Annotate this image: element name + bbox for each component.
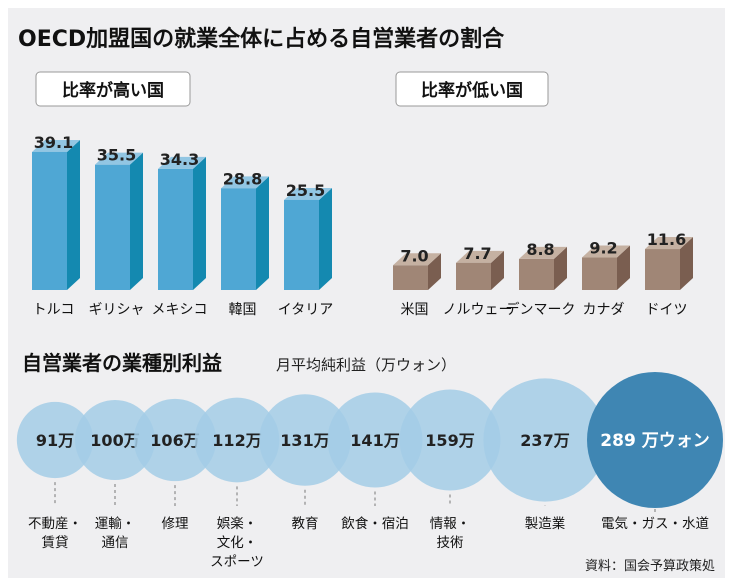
bar-side [67,139,80,290]
bubble-value-label: 106万 [150,431,199,450]
bar-side [130,152,143,290]
group-label: 比率が低い国 [421,80,523,101]
bar [221,188,256,290]
bubble-value-label: 112万 [212,431,261,450]
bar-side [617,245,630,290]
bar-top [284,187,332,200]
bar-side [319,187,332,290]
chart-title: OECD加盟国の就業全体に占める自営業者の割合 [18,26,505,52]
bubble [327,392,423,488]
bubble-category-label: スポーツ [210,554,264,570]
bubble-category-label: 通信 [102,535,129,551]
bubble [75,400,155,480]
group-label-box [35,71,191,107]
bar-side [428,253,441,290]
bar-value-label: 39.1 [34,133,73,152]
bar [95,164,130,290]
bar-category-label: カナダ [583,302,625,318]
bar [582,257,617,290]
bar [284,199,319,290]
bar-category-label: ノルウェー [443,302,513,318]
bar-top [519,246,567,259]
bar [32,151,67,290]
bar-value-label: 8.8 [526,240,554,259]
bar-top [32,139,80,152]
bubble-value-label: 141万 [350,431,399,450]
bubble-category-label: 文化・ [217,535,258,551]
bar-category-label: イタリア [278,302,333,318]
bar-value-label: 25.5 [286,181,325,200]
group-label: 比率が高い国 [62,80,164,101]
bubble-value-label: 100万 [90,431,139,450]
bubble-value-label: 159万 [425,431,474,450]
bubble-category-label: 技術 [437,535,464,551]
bar-top [158,156,206,169]
bubble [133,398,217,482]
bubble [16,401,94,479]
bar-top [393,253,441,266]
bubble-value-label: 289 万ウォン [600,431,709,451]
bubble [587,372,723,508]
bubble-category-label: 娯楽・ [217,516,258,532]
bubble-category-label: 修理 [162,516,189,532]
bar [456,262,491,290]
bubble-subtitle: 月平均純利益（万ウォン） [276,356,456,374]
bubble-category-label: 教育 [292,516,319,532]
bubble-category-label: 運輸・ [95,516,136,532]
bar-side [554,246,567,290]
bar [393,265,428,290]
bar-value-label: 9.2 [589,239,617,258]
bubble-value-label: 91万 [36,431,74,450]
bubble-title: 自営業者の業種別利益 [22,351,222,375]
bar-side [491,250,504,290]
bubble [194,397,280,483]
bar-value-label: 35.5 [97,146,136,165]
bar-category-label: ギリシャ [89,302,145,318]
bubble-value-label: 237万 [520,431,569,450]
bubble-category-label: 情報・ [430,516,471,532]
bar-category-label: 米国 [401,302,429,318]
bar-category-label: デンマーク [506,301,576,318]
bar-value-label: 7.7 [463,244,491,263]
bar-value-label: 11.6 [647,230,686,249]
group-label-box [395,71,549,107]
bar-category-label: メキシコ [152,302,208,318]
bubble [399,389,501,491]
source-note: 資料：国会予算政策処 [585,558,715,574]
chart-canvas: OECD加盟国の就業全体に占める自営業者の割合 比率が高い国 39.1 トルコ 35.… [16,26,723,574]
bar-top [456,250,504,263]
bar [519,258,554,290]
bar [645,249,680,290]
bubble-category-label: 飲食・宿泊 [341,515,409,532]
bar-top [645,237,693,250]
bar-top [95,152,143,165]
bubble [259,394,351,486]
bar-side [680,237,693,290]
bar-top [221,176,269,189]
bubble-category-label: 不動産・ [28,516,82,532]
bar-category-label: 韓国 [229,302,257,318]
bubble-category-label: 賃貸 [42,535,69,551]
bubble-category-label: 電気・ガス・水道 [601,516,709,532]
bubble [483,378,607,502]
bar-category-label: トルコ [33,302,75,318]
bar [158,168,193,290]
bar-value-label: 34.3 [160,150,199,169]
bubble-category-label: 製造業 [525,516,566,532]
bubble-value-label: 131万 [280,431,329,450]
bar-category-label: ドイツ [646,302,688,318]
bar-top [582,245,630,258]
bar-value-label: 7.0 [400,246,428,265]
infographic: OECD加盟国の就業全体に占める自営業者の割合 比率が高い国 39.1 トルコ 35.… [8,8,725,578]
bar-side [193,156,206,290]
bar-value-label: 28.8 [223,169,262,188]
bar-side [256,176,269,290]
